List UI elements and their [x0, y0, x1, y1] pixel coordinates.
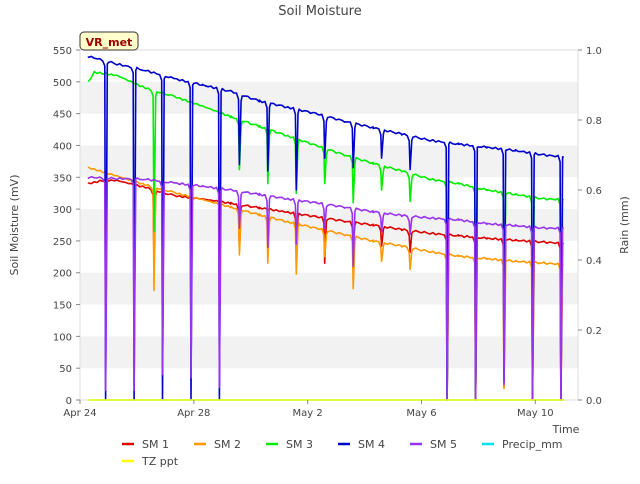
x-axis-label: Time: [552, 423, 580, 436]
legend-item-sm-1: SM 1: [122, 438, 169, 451]
series-line-sm-3: [87, 70, 564, 401]
station-tag-label: VR_met: [86, 36, 133, 49]
y-tick-label-left: 50: [59, 364, 72, 375]
y-tick-label-right: 0.0: [586, 396, 602, 407]
legend-item-sm-3: SM 3: [266, 438, 313, 451]
y-tick-label-left: 100: [53, 332, 72, 343]
grid-band: [80, 81, 578, 114]
legend: SM 1 SM 2 SM 3 SM 4 SM 5 Precip_mm TZ ppt: [122, 438, 563, 468]
y-tick-label-left: 150: [53, 301, 72, 312]
station-tag-box: [79, 31, 139, 51]
x-tick-label: May 10: [517, 408, 554, 419]
y-tick-label-left: 550: [53, 46, 72, 57]
legend-item-sm-4: SM 4: [338, 438, 385, 451]
legend-item-precip-mm: Precip_mm: [482, 438, 563, 451]
y-tick-label-right: 0.2: [586, 326, 602, 337]
legend-item-sm-2: SM 2: [194, 438, 241, 451]
legend-item-tz-ppt: TZ ppt: [122, 455, 179, 468]
chart-title: Soil Moisture: [278, 4, 362, 19]
y-tick-label-left: 500: [53, 78, 72, 89]
x-tick-label: May 2: [293, 408, 323, 419]
y-tick-label-left: 450: [53, 110, 72, 121]
legend-label: SM 3: [286, 438, 313, 451]
legend-item-sm-5: SM 5: [410, 438, 457, 451]
y-tick-label-right: 0.6: [586, 186, 602, 197]
legend-label: SM 5: [430, 438, 457, 451]
y-tick-label-left: 350: [53, 173, 72, 184]
legend-label: Precip_mm: [502, 438, 563, 451]
legend-label: SM 4: [358, 438, 385, 451]
axes-layer: 0 50 100 150 200 250 300 350 400 450 500 550 0.0 0.2 0…: [53, 46, 602, 419]
y-tick-label-right: 0.8: [586, 116, 602, 127]
y-axis-label-right: Rain (mm): [618, 196, 631, 254]
y-tick-label-left: 0: [66, 396, 72, 407]
series-line-sm-5: [87, 175, 564, 401]
legend-label: TZ ppt: [141, 455, 179, 468]
x-tick-label: May 6: [406, 408, 436, 419]
series-line-sm-1: [87, 178, 564, 401]
series-line-sm-2: [87, 166, 564, 401]
station-tag: VR_met: [79, 31, 139, 51]
y-tick-label-left: 400: [53, 141, 72, 152]
y-tick-label-right: 0.4: [586, 256, 602, 267]
x-tick-label: Apr 28: [177, 408, 210, 419]
legend-label: SM 2: [214, 438, 241, 451]
x-tick-label: Apr 24: [63, 408, 96, 419]
legend-label: SM 1: [142, 438, 169, 451]
y-tick-label-left: 300: [53, 205, 72, 216]
y-tick-label-left: 200: [53, 269, 72, 280]
series-line-sm-4: [87, 55, 564, 401]
y-tick-label-right: 1.0: [586, 46, 602, 57]
series-layer: [87, 55, 564, 401]
y-tick-label-left: 250: [53, 237, 72, 248]
y-axis-label-left: Soil Moisture (mV): [8, 175, 21, 276]
